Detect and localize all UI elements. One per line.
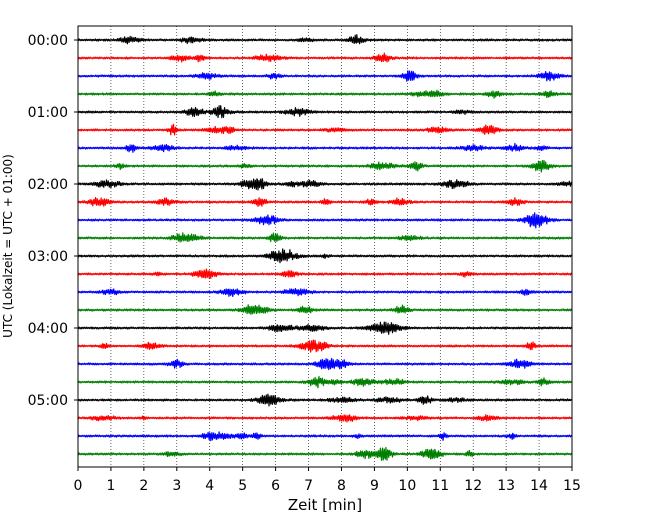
seismogram-trace bbox=[77, 159, 573, 173]
seismogram-trace bbox=[77, 376, 573, 389]
x-tick-label: 5 bbox=[238, 478, 247, 494]
seismogram-trace bbox=[77, 212, 573, 229]
x-tick-label: 6 bbox=[271, 478, 280, 494]
seismogram-trace bbox=[77, 105, 573, 119]
x-tick-label: 15 bbox=[563, 478, 581, 494]
x-tick-label: 9 bbox=[370, 478, 379, 494]
y-tick-label: 05:00 bbox=[28, 393, 68, 409]
seismogram-trace bbox=[77, 142, 573, 153]
seismogram-trace bbox=[77, 304, 573, 315]
seismogram-trace bbox=[77, 248, 573, 264]
x-tick-label: 1 bbox=[106, 478, 115, 494]
seismogram-trace bbox=[77, 357, 573, 371]
y-axis-ticks: 00:00 01:00 02:00 03:00 04:00 05:00 bbox=[28, 33, 78, 409]
seismogram-trace bbox=[77, 446, 573, 461]
plot-area bbox=[78, 26, 572, 467]
seismogram-trace bbox=[77, 178, 573, 191]
x-tick-label: 8 bbox=[337, 478, 346, 494]
x-tick-label: 0 bbox=[74, 478, 83, 494]
x-tick-label: 14 bbox=[530, 478, 548, 494]
seismogram-trace bbox=[77, 196, 573, 207]
y-tick-label: 01:00 bbox=[28, 105, 68, 121]
seismogram-trace bbox=[77, 123, 573, 136]
y-tick-label: 04:00 bbox=[28, 321, 68, 337]
x-tick-label: 13 bbox=[497, 478, 515, 494]
x-axis-ticks: 0 1 2 3 4 5 6 7 8 9 10 11 12 13 14 15 bbox=[74, 467, 581, 494]
seismogram-trace bbox=[77, 268, 573, 279]
x-tick-label: 10 bbox=[398, 478, 416, 494]
seismogram-trace bbox=[77, 34, 573, 45]
x-tick-label: 4 bbox=[205, 478, 214, 494]
seismogram-trace bbox=[77, 339, 573, 353]
plot-frame bbox=[77, 25, 573, 468]
seismogram-trace bbox=[77, 287, 573, 298]
y-tick-label: 03:00 bbox=[28, 249, 68, 265]
seismogram-trace bbox=[77, 70, 573, 82]
seismogram-traces bbox=[77, 34, 573, 461]
seismogram-trace bbox=[77, 89, 573, 99]
x-tick-label: 7 bbox=[304, 478, 313, 494]
seismogram-trace bbox=[77, 232, 573, 243]
seismogram-trace bbox=[77, 52, 573, 63]
x-tick-label: 2 bbox=[139, 478, 148, 494]
seismogram-trace bbox=[77, 393, 573, 407]
x-tick-label: 12 bbox=[464, 478, 482, 494]
x-tick-label: 3 bbox=[172, 478, 181, 494]
y-tick-label: 00:00 bbox=[28, 33, 68, 49]
y-axis-label: UTC (Lokalzeit = UTC + 01:00) bbox=[1, 154, 15, 338]
y-tick-label: 02:00 bbox=[28, 177, 68, 193]
seismogram-trace bbox=[77, 414, 573, 423]
seismogram-trace bbox=[77, 321, 573, 335]
x-tick-label: 11 bbox=[431, 478, 449, 494]
seismogram-trace bbox=[77, 431, 573, 442]
x-axis-label: Zeit [min] bbox=[288, 496, 362, 514]
